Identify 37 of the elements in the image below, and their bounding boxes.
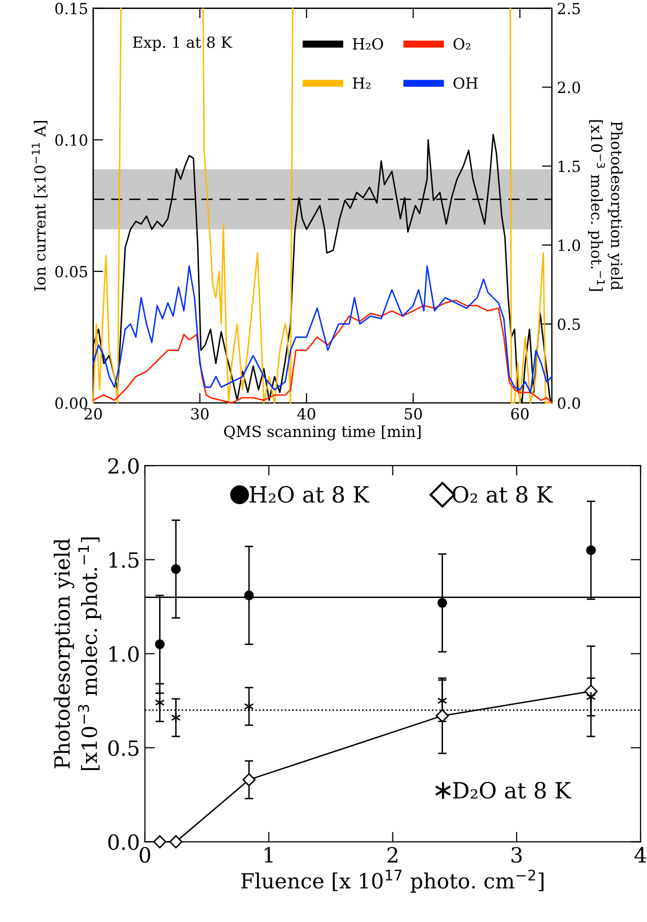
x-tick-label: 60 xyxy=(511,408,529,420)
y2-tick-label: 1.0 xyxy=(558,240,580,252)
x-axis-title: QMS scanning time [min] xyxy=(224,425,421,440)
legend-label: H₂O xyxy=(352,38,384,50)
x-tick-label: 40 xyxy=(297,408,316,420)
y-tick-label: 0.10 xyxy=(55,134,88,146)
x-axis-title: Fluence [x 10$^{17}$ photo. cm$^{−2}$] xyxy=(241,870,544,893)
x-tick-label: 30 xyxy=(191,408,209,420)
y-axis-title: Photodesorption yield [x10$^{−3}$ molec. phot.$^{−1}$] xyxy=(54,537,102,770)
legend-label: D₂O at 8 K xyxy=(453,782,572,799)
x-tick-label: 1 xyxy=(264,847,272,862)
annotation: Exp. 1 at 8 K xyxy=(133,36,232,51)
y2-axis-title: Photodesorption yield [x10$^{−3}$ molec. phot.$^{−1}$] xyxy=(588,120,623,291)
y-tick-label: 0.00 xyxy=(55,397,88,409)
legend-label: OH xyxy=(454,77,478,89)
y-tick-label: 1.0 xyxy=(109,646,139,662)
y-axis-title: Ion current [x10$^{−11}$ A] xyxy=(32,121,48,291)
y-tick-label: 0.5 xyxy=(108,740,138,756)
x-tick-label: 3 xyxy=(512,847,522,863)
y2-tick-label: 1.5 xyxy=(558,160,580,172)
y2-tick-label: 0.0 xyxy=(558,397,580,409)
x-tick-label: 4 xyxy=(634,847,646,862)
y-tick-label: 0.0 xyxy=(108,834,139,850)
y-tick-label: 2.0 xyxy=(108,458,139,474)
y-tick-label: 0.05 xyxy=(55,266,88,278)
y2-tick-label: 0.5 xyxy=(558,318,580,330)
y2-tick-label: 2.5 xyxy=(558,2,580,14)
legend-label: H₂O at 8 K xyxy=(250,486,370,503)
y2-tick-label: 2.0 xyxy=(558,82,580,94)
x-tick-label: 0 xyxy=(140,847,150,863)
x-tick-label: 20 xyxy=(84,408,102,420)
y-tick-label: 1.5 xyxy=(109,552,138,568)
x-tick-label: 2 xyxy=(388,847,398,862)
y-tick-label: 0.15 xyxy=(55,2,88,14)
legend-label: O₂ xyxy=(454,38,470,50)
legend-label: H₂ xyxy=(352,78,370,89)
x-tick-label: 50 xyxy=(404,408,422,420)
